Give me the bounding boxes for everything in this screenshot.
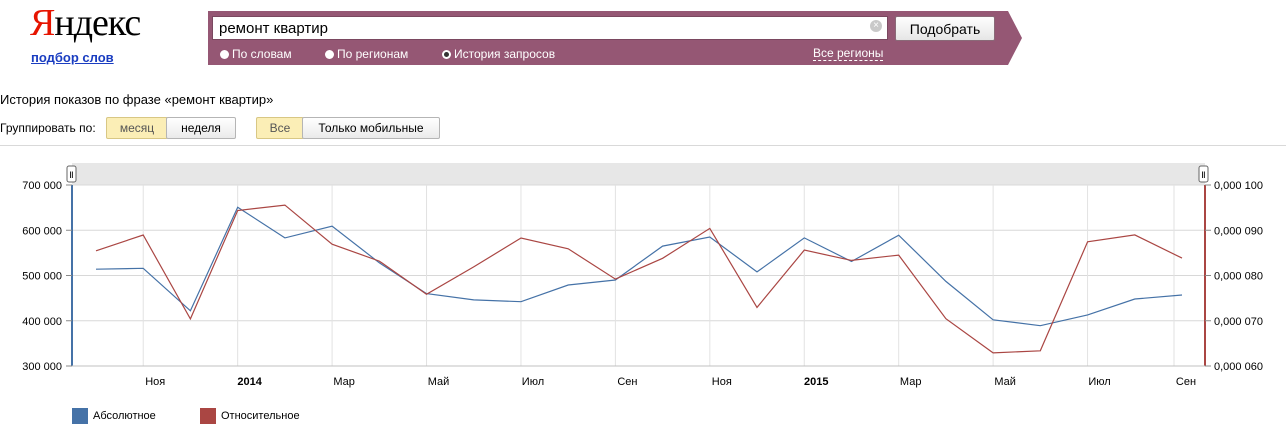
series-absolute-point[interactable]	[518, 299, 523, 304]
y-tick-label-left: 700 000	[22, 180, 62, 192]
series-relative-point[interactable]	[896, 253, 901, 258]
radio-icon	[220, 50, 229, 59]
series-relative-point[interactable]	[377, 259, 382, 264]
series-relative-point[interactable]	[1085, 239, 1090, 244]
series-absolute-point[interactable]	[1132, 297, 1137, 302]
series-absolute-point[interactable]	[1038, 323, 1043, 328]
x-tick-label: Июл	[1088, 376, 1110, 388]
series-relative-point[interactable]	[707, 226, 712, 231]
series-relative-point[interactable]	[991, 350, 996, 355]
series-relative-point[interactable]	[330, 242, 335, 247]
series-relative-point[interactable]	[755, 305, 760, 310]
radio-checked-icon	[442, 50, 451, 59]
series-absolute-point[interactable]	[755, 269, 760, 274]
series-absolute-point[interactable]	[991, 317, 996, 322]
series-absolute-point[interactable]	[282, 235, 287, 240]
series-relative-point[interactable]	[613, 277, 618, 282]
x-tick-label: Май	[994, 376, 1016, 388]
series-absolute-point[interactable]	[141, 266, 146, 271]
x-tick-label: Ноя	[145, 376, 165, 388]
handle-grip-icon: Ⅱ	[1201, 170, 1205, 180]
x-tick-label: Мар	[333, 376, 355, 388]
series-relative-point[interactable]	[1038, 348, 1043, 353]
series-relative-point[interactable]	[1132, 232, 1137, 237]
y-tick-label-left: 600 000	[22, 225, 62, 237]
y-tick-label-right: 0,000 080	[1214, 271, 1263, 283]
yandex-logo[interactable]: Яндекс	[30, 2, 141, 44]
device-all-button[interactable]: Все	[256, 117, 304, 139]
group-week-button[interactable]: неделя	[166, 117, 236, 139]
series-absolute-point[interactable]	[943, 279, 948, 284]
series-relative-point[interactable]	[1180, 256, 1185, 261]
radio-by-regions[interactable]: По регионам	[325, 47, 408, 61]
series-absolute-point[interactable]	[188, 308, 193, 313]
series-relative-point[interactable]	[282, 203, 287, 208]
search-button[interactable]: Подобрать	[895, 16, 995, 41]
range-navigator[interactable]	[72, 163, 1205, 185]
range-handle-right[interactable]	[1198, 165, 1209, 183]
y-tick-label-left: 500 000	[22, 271, 62, 283]
group-month-button[interactable]: месяц	[106, 117, 168, 139]
y-tick-label-left: 400 000	[22, 316, 62, 328]
legend-swatch-absolute	[72, 408, 88, 424]
clear-icon[interactable]: ×	[870, 20, 882, 32]
range-handle-left[interactable]	[66, 165, 77, 183]
series-relative-point[interactable]	[424, 292, 429, 297]
x-tick-label: Ноя	[712, 376, 732, 388]
x-tick-label: Июл	[522, 376, 544, 388]
series-absolute-point[interactable]	[802, 235, 807, 240]
series-relative-point[interactable]	[141, 233, 146, 238]
series-absolute-point[interactable]	[707, 235, 712, 240]
search-panel: ремонт квартир × Подобрать По словам По …	[208, 11, 1022, 65]
series-relative-point[interactable]	[235, 208, 240, 213]
series-relative-point[interactable]	[188, 316, 193, 321]
device-mobile-button[interactable]: Только мобильные	[302, 117, 440, 139]
series-relative-point[interactable]	[566, 246, 571, 251]
x-tick-label: Сен	[617, 376, 637, 388]
series-absolute-point[interactable]	[566, 283, 571, 288]
search-panel-arrow	[1008, 11, 1022, 65]
series-relative-line	[95, 204, 1183, 354]
series-relative-point[interactable]	[849, 258, 854, 263]
history-chart: Ⅱ Ⅱ Ноя 2014 Мар Май Июл Сен Ноя 2015 Мар Май Июл С…	[22, 163, 1263, 388]
x-tick-label: Май	[428, 376, 450, 388]
search-input[interactable]: ремонт квартир	[212, 16, 888, 40]
series-relative-point[interactable]	[94, 248, 99, 253]
x-tick-label: 2014	[237, 376, 262, 388]
legend-swatch-relative	[200, 408, 216, 424]
y-tick-label-right: 0,000 060	[1214, 361, 1263, 373]
legend-label-absolute[interactable]: Абсолютное	[93, 410, 156, 422]
page-title: История показов по фразе «ремонт квартир…	[0, 92, 274, 107]
series-relative-point[interactable]	[802, 248, 807, 253]
radio-history[interactable]: История запросов	[442, 47, 555, 61]
series-absolute-point[interactable]	[1180, 292, 1185, 297]
series-relative-point[interactable]	[471, 264, 476, 269]
legend-label-relative[interactable]: Относительное	[221, 410, 300, 422]
x-tick-label: 2015	[804, 376, 828, 388]
wordstat-link[interactable]: подбор слов	[31, 50, 114, 65]
series-absolute-point[interactable]	[896, 233, 901, 238]
divider	[0, 145, 1286, 146]
group-by-label: Группировать по:	[0, 121, 96, 135]
handle-grip-icon: Ⅱ	[69, 170, 73, 180]
radio-by-words[interactable]: По словам	[220, 47, 292, 61]
y-tick-label-right: 0,000 070	[1214, 316, 1263, 328]
y-tick-label-left: 300 000	[22, 361, 62, 373]
y-tick-label-right: 0,000 100	[1214, 180, 1263, 192]
series-absolute-point[interactable]	[660, 244, 665, 249]
series-absolute-point[interactable]	[330, 224, 335, 229]
radio-icon	[325, 50, 334, 59]
x-tick-label: Сен	[1176, 376, 1196, 388]
series-absolute-point[interactable]	[471, 297, 476, 302]
x-tick-label: Мар	[900, 376, 922, 388]
all-regions-link[interactable]: Все регионы	[813, 46, 884, 61]
series-relative-point[interactable]	[518, 235, 523, 240]
series-relative-point[interactable]	[660, 256, 665, 261]
series-absolute-point[interactable]	[94, 267, 99, 272]
series-absolute-point[interactable]	[1085, 312, 1090, 317]
y-tick-label-right: 0,000 090	[1214, 225, 1263, 237]
series-relative-point[interactable]	[943, 316, 948, 321]
series-absolute-line	[95, 206, 1183, 327]
